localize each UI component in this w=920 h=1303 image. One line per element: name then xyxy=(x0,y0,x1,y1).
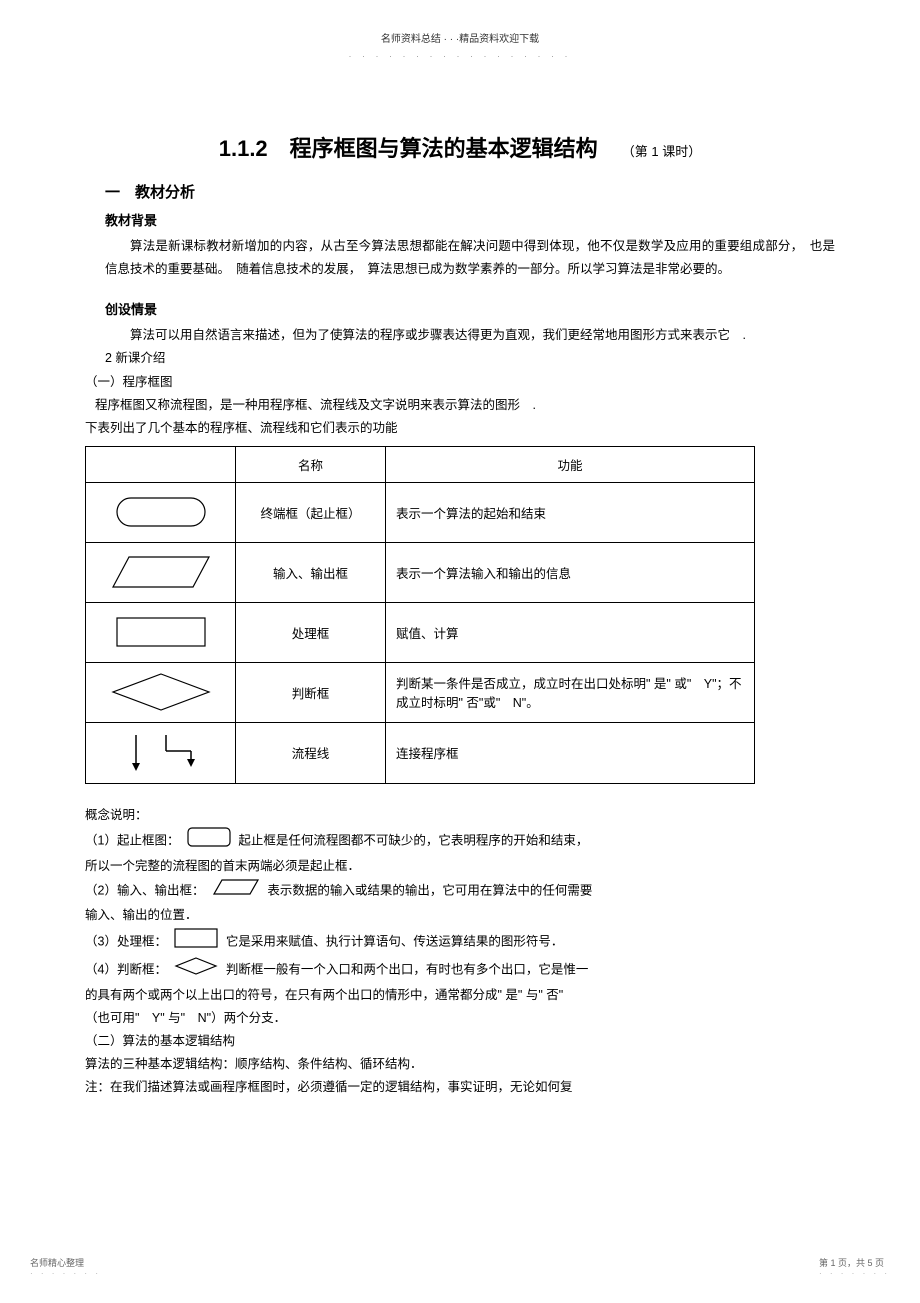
func-decision: 判断某一条件是否成立，成立时在出口处标明" 是" 或" Y"；不成立时标明" 否… xyxy=(386,662,755,722)
decision-icon xyxy=(111,672,211,712)
footer-left: 名师精心整理 · · · · · · · xyxy=(30,1256,101,1278)
inline-io-icon xyxy=(212,878,260,904)
section-analysis: 一 教材分析 xyxy=(105,181,845,202)
func-flowline: 连接程序框 xyxy=(386,722,755,783)
c1a: （1）起止框图： xyxy=(85,833,179,847)
shape-terminator xyxy=(86,482,236,542)
flowline-icon xyxy=(111,731,211,775)
func-terminator: 表示一个算法的起始和结束 xyxy=(386,482,755,542)
concept-4d: （也可用" Y" 与" N"）两个分支． xyxy=(85,1007,835,1030)
concept-1: （1）起止框图： 起止框是任何流程图都不可缺少的，它表明程序的开始和结束， xyxy=(85,827,835,855)
concept-4c: 的具有两个或两个以上出口的符号，在只有两个出口的情形中，通常都分成" 是" 与"… xyxy=(85,984,835,1007)
concept-4: （4）判断框： 判断框一般有一个入口和两个出口，有时也有多个出口，它是惟一 xyxy=(85,956,835,984)
func-io: 表示一个算法输入和输出的信息 xyxy=(386,542,755,602)
footer-left-text: 名师精心整理 xyxy=(30,1256,101,1269)
c4a: （4）判断框： xyxy=(85,962,167,976)
terminator-icon xyxy=(116,497,206,527)
title-sub: （第 1 课时） xyxy=(622,144,701,159)
th-shape xyxy=(86,446,236,482)
inline-decision-icon xyxy=(174,956,218,984)
top-header: 名师资料总结 · · ·精品资料欢迎下载 xyxy=(75,30,845,45)
top-dots: · · · · · · · · · · · · · · · · · xyxy=(75,51,845,61)
concept-3: （3）处理框： 它是采用来赋值、执行计算语句、传送运算结果的图形符号． xyxy=(85,928,835,956)
para-scenario: 算法可以用自然语言来描述，但为了使算法的程序或步骤表达得更为直观，我们更经常地用… xyxy=(105,324,835,347)
footer-left-dots: · · · · · · · xyxy=(30,1269,101,1278)
name-process: 处理框 xyxy=(236,602,386,662)
section-background: 教材背景 xyxy=(105,210,845,229)
section-one: （一）程序框图 xyxy=(85,371,835,394)
shape-process xyxy=(86,602,236,662)
c4b: 判断框一般有一个入口和两个出口，有时也有多个出口，它是惟一 xyxy=(226,962,589,976)
concept-2: （2）输入、输出框： 表示数据的输入或结果的输出，它可用在算法中的任何需要 xyxy=(85,878,835,904)
section-scenario: 创设情景 xyxy=(105,299,845,318)
footer-right-text: 第 1 页，共 5 页 xyxy=(819,1256,890,1269)
concept-2c: 输入、输出的位置． xyxy=(85,904,835,927)
io-icon xyxy=(111,555,211,589)
footer-right: 第 1 页，共 5 页 · · · · · · · xyxy=(819,1256,890,1278)
c3a: （3）处理框： xyxy=(85,934,167,948)
shape-decision xyxy=(86,662,236,722)
footer-right-dots: · · · · · · · xyxy=(819,1269,890,1278)
inline-terminator-icon xyxy=(187,827,231,855)
name-io: 输入、输出框 xyxy=(236,542,386,602)
name-decision: 判断框 xyxy=(236,662,386,722)
func-process: 赋值、计算 xyxy=(386,602,755,662)
flowchart-table: 名称 功能 终端框（起止框） 表示一个算法的起始和结束 输入、输出框 表示一个算… xyxy=(85,446,755,784)
section-new: 2 新课介绍 xyxy=(105,347,835,370)
concept-title: 概念说明： xyxy=(85,804,835,827)
main-title: 1.1.2 程序框图与算法的基本逻辑结构 （第 1 课时） xyxy=(75,131,845,163)
para-background: 算法是新课标教材新增加的内容，从古至今算法思想都能在解决问题中得到体现，他不仅是… xyxy=(105,235,835,281)
c2b: 表示数据的输入或结果的输出，它可用在算法中的任何需要 xyxy=(267,884,592,898)
concept-1c: 所以一个完整的流程图的首末两端必须是起止框． xyxy=(85,855,835,878)
para-note: 注：在我们描述算法或画程序框图时，必须遵循一定的逻辑结构，事实证明，无论如何复 xyxy=(85,1076,835,1099)
process-icon xyxy=(116,617,206,647)
para-two: 算法的三种基本逻辑结构：顺序结构、条件结构、循环结构． xyxy=(85,1053,835,1076)
name-flowline: 流程线 xyxy=(236,722,386,783)
c1b: 起止框是任何流程图都不可缺少的，它表明程序的开始和结束， xyxy=(238,833,588,847)
title-text: 1.1.2 程序框图与算法的基本逻辑结构 xyxy=(219,136,598,161)
shape-io xyxy=(86,542,236,602)
th-name: 名称 xyxy=(236,446,386,482)
c2a: （2）输入、输出框： xyxy=(85,884,204,898)
para-one: 程序框图又称流程图，是一种用程序框、流程线及文字说明来表示算法的图形 . xyxy=(95,394,835,417)
name-terminator: 终端框（起止框） xyxy=(236,482,386,542)
inline-process-icon xyxy=(174,928,218,956)
th-func: 功能 xyxy=(386,446,755,482)
c3b: 它是采用来赋值、执行计算语句、传送运算结果的图形符号． xyxy=(226,934,564,948)
section-two: （二）算法的基本逻辑结构 xyxy=(85,1030,835,1053)
para-table-intro: 下表列出了几个基本的程序框、流程线和它们表示的功能 xyxy=(85,417,835,440)
shape-flowline xyxy=(86,722,236,783)
